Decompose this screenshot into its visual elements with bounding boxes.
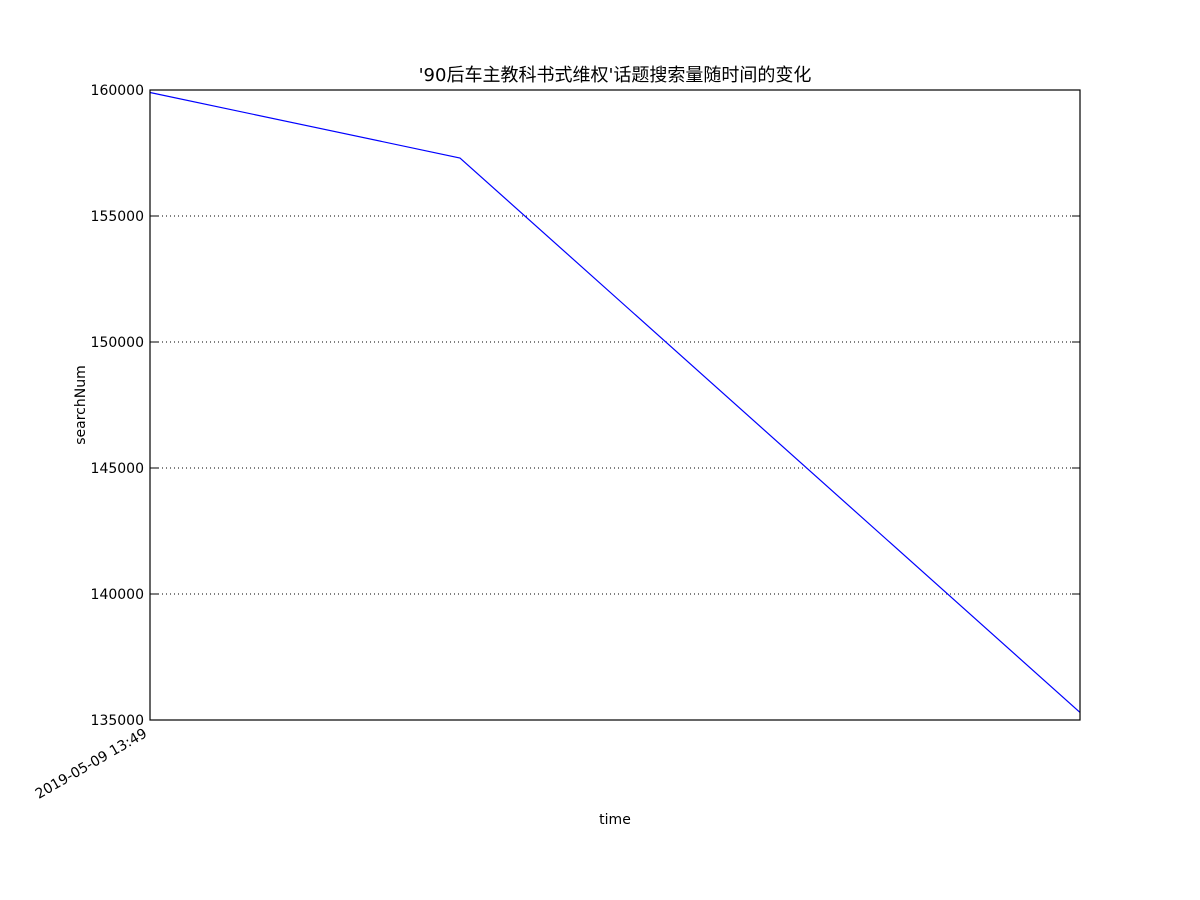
y-tick-label: 135000: [91, 713, 144, 729]
y-tick-label: 155000: [91, 209, 144, 225]
y-tick-label: 160000: [91, 83, 144, 99]
y-tick-label: 145000: [91, 461, 144, 477]
y-tick-label: 140000: [91, 587, 144, 603]
grid-lines: [150, 215, 1080, 595]
series-line: [149, 91, 1081, 713]
plot-frame: [149, 89, 1081, 721]
chart-title: '90后车主教科书式维权'话题搜索量随时间的变化: [419, 65, 812, 86]
y-tick-label: 150000: [91, 335, 144, 351]
x-axis-label: time: [599, 812, 631, 828]
y-axis-label: searchNum: [73, 365, 89, 445]
series-layer: [149, 91, 1081, 713]
y-axis-ticks: 135000 140000 145000 150000 155000 160000: [91, 83, 1080, 729]
